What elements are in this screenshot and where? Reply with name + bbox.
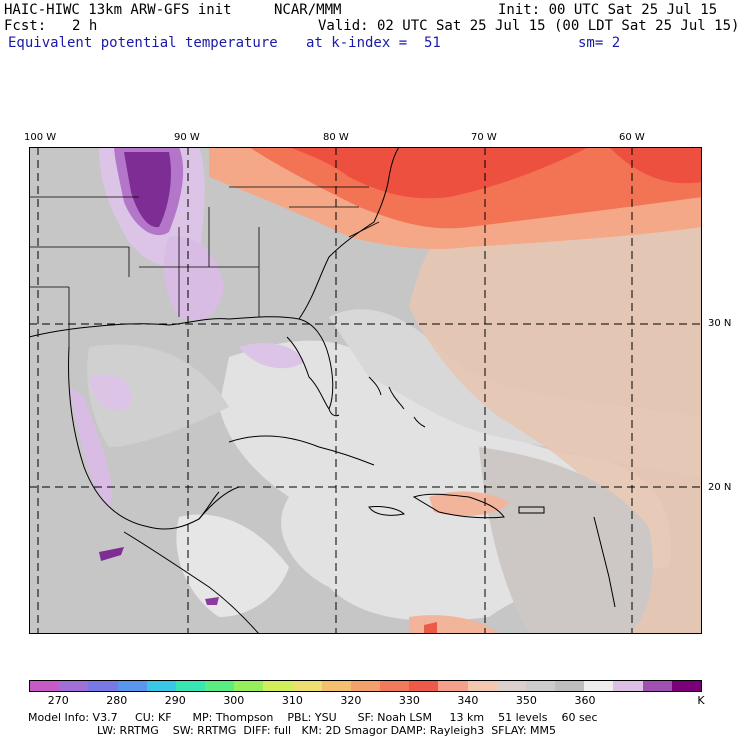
colorbar-tick-label: 270 [47, 694, 69, 707]
colorbar-cell [555, 681, 585, 691]
colorbar-cell [175, 681, 206, 691]
lesser-antilles [593, 516, 616, 608]
colorbar-cell [88, 681, 118, 691]
field-region-red-south [424, 622, 437, 634]
colorbar-cell [642, 681, 672, 691]
colorbar-cell [409, 681, 439, 691]
init-time: Init: 00 UTC Sat 25 Jul 15 [498, 2, 718, 18]
map-frame [29, 147, 702, 634]
colorbar-cell [321, 681, 351, 691]
colorbar-cell [146, 681, 176, 691]
field-region-red-2 [609, 147, 702, 184]
hispaniola [412, 493, 505, 519]
lon-label-70w: 70 W [471, 132, 497, 143]
cuba [228, 435, 375, 466]
colorbar-cell [671, 681, 701, 691]
central-america [123, 531, 260, 634]
theta-e-map [29, 147, 702, 634]
colorbar-cell [117, 681, 147, 691]
field-region-salmon-hispaniola [429, 491, 509, 516]
lat-label-30n: 30 N [708, 318, 732, 329]
colorbar-tick-label: 310 [281, 694, 303, 707]
puerto-rico [518, 506, 545, 514]
lat-label-20n: 20 N [708, 482, 732, 493]
colorbar-cell [467, 681, 497, 691]
lon-label-60w: 60 W [619, 132, 645, 143]
field-region-purple-spot-2 [205, 597, 219, 605]
graticule [29, 147, 702, 634]
colorbar-cell [234, 681, 264, 691]
smoothing-value: sm= 2 [578, 35, 621, 51]
colorbar-tick-label: 300 [223, 694, 245, 707]
colorbar-cell [584, 681, 614, 691]
colorbar-tick-label: 360 [574, 694, 596, 707]
level-index: at k-index = 51 [306, 35, 441, 51]
colorbar-unit: K [697, 694, 705, 707]
field-region-lavender-5 [239, 342, 304, 369]
field-region-purple-spot [99, 547, 124, 561]
footer-physics-info: LW: RRTMG SW: RRTMG DIFF: full KM: 2D Sm… [97, 724, 557, 737]
forecast-hour: 2 h [72, 18, 98, 34]
field-region-grey-band [479, 447, 653, 634]
field-region-lavender-3 [89, 374, 132, 411]
organization: NCAR/MMM [274, 2, 342, 18]
forecast-label: Fcst: [4, 18, 47, 34]
field-name: Equivalent potential temperature [8, 35, 278, 51]
lon-label-90w: 90 W [174, 132, 200, 143]
colorbar-tick-label: 330 [398, 694, 420, 707]
colorbar-cell [525, 681, 556, 691]
colorbar-tick-label: 350 [515, 694, 537, 707]
lon-label-100w: 100 W [24, 132, 57, 143]
colorbar-cell [380, 681, 410, 691]
colorbar-cell [613, 681, 643, 691]
field-region-light-3 [87, 344, 230, 447]
colorbar-cell [263, 681, 293, 691]
colorbar-tick-label: 320 [340, 694, 362, 707]
bahamas [368, 376, 426, 428]
colorbar-tick-label: 290 [164, 694, 186, 707]
lon-label-80w: 80 W [323, 132, 349, 143]
coastlines [29, 147, 616, 634]
colorbar-cell [350, 681, 381, 691]
colorbar-cell [205, 681, 235, 691]
model-title: HAIC-HIWC 13km ARW-GFS init [4, 2, 232, 18]
field-region-red [289, 147, 589, 199]
us-gulf-coast [29, 316, 334, 411]
field-region-light-4 [176, 514, 289, 617]
valid-time: Valid: 02 UTC Sat 25 Jul 15 (00 LDT Sat … [318, 18, 740, 34]
colorbar [29, 680, 702, 692]
colorbar-cell [496, 681, 526, 691]
jamaica [368, 506, 406, 516]
colorbar-tick-label: 340 [457, 694, 479, 707]
colorbar-cell [30, 681, 60, 691]
colorbar-cell [292, 681, 322, 691]
field-region-purple [124, 152, 171, 228]
yucatan-coast [198, 486, 240, 520]
colorbar-cell [438, 681, 468, 691]
field-region-lavender-4 [69, 387, 112, 507]
colorbar-tick-label: 280 [106, 694, 128, 707]
florida-keys [328, 408, 340, 417]
us-east-coast [298, 147, 400, 320]
footer-model-info: Model Info: V3.7 CU: KF MP: Thompson PBL… [28, 711, 598, 724]
colorbar-cell [59, 681, 89, 691]
political-borders [29, 186, 380, 347]
